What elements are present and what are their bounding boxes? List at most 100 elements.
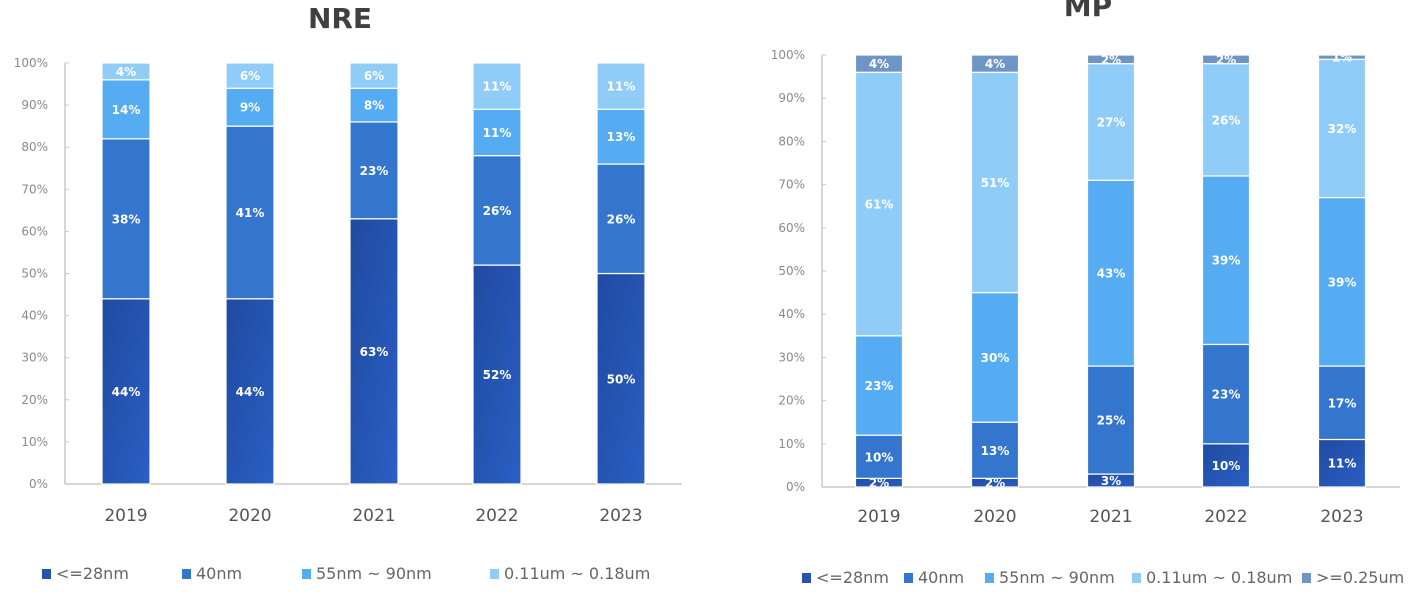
- nre-data-label: 6%: [240, 69, 260, 83]
- nre-data-label: 26%: [483, 204, 512, 218]
- mp-data-label: 30%: [981, 351, 1010, 365]
- nre-bar-segment: [472, 62, 522, 110]
- mp-x-tick-label: 2019: [857, 507, 900, 527]
- mp-y-tick-label: 0%: [786, 480, 805, 494]
- mp-bar-segment: [854, 71, 904, 337]
- mp-bar-segment: [1317, 54, 1367, 60]
- mp-bar-segment: [1201, 63, 1251, 177]
- nre-x-tick-label: 2020: [228, 506, 271, 526]
- mp-chart: MP 0% 10% 20% 30% 40% 50% 60% 70% 80% 90% 100% 2% 1…: [771, 0, 1404, 587]
- nre-y-tick-label: 40%: [21, 309, 48, 323]
- nre-data-label: 14%: [112, 103, 141, 117]
- mp-y-tick-label: 80%: [778, 134, 805, 148]
- nre-legend-swatch: [42, 569, 51, 579]
- mp-data-label: 11%: [1328, 457, 1357, 471]
- nre-bar-segment: [472, 108, 522, 157]
- mp-x-tick-label: 2021: [1089, 507, 1132, 527]
- mp-x-axis: 2019 2020 2021 2022 2023: [857, 507, 1363, 527]
- mp-data-label: 2%: [985, 476, 1005, 490]
- mp-bar-segment: [1086, 63, 1136, 181]
- mp-chart-title: MP: [1064, 0, 1112, 23]
- nre-chart-title: NRE: [308, 2, 372, 35]
- nre-x-tick-label: 2022: [475, 506, 518, 526]
- nre-data-label: 41%: [236, 206, 265, 220]
- nre-y-tick-label: 50%: [21, 267, 48, 281]
- nre-x-tick-label: 2023: [599, 506, 642, 526]
- nre-bar-segment: [596, 163, 646, 275]
- nre-bar-segment: [472, 264, 522, 485]
- nre-data-label: 44%: [112, 385, 141, 399]
- mp-bar-segment: [1201, 343, 1251, 445]
- nre-legend-item: 40nm: [182, 564, 242, 583]
- nre-bars: 44% 38% 14% 4% 44% 41% 9% 6% 63% 23% 8% 6% 52% 26% 11%…: [101, 62, 646, 485]
- nre-bar-segment: [101, 138, 151, 300]
- nre-bar-segment: [101, 298, 151, 485]
- nre-y-tick-label: 10%: [21, 435, 48, 449]
- nre-bar-segment: [472, 155, 522, 266]
- nre-legend-label: 55nm ~ 90nm: [316, 564, 432, 583]
- mp-data-label: 2%: [869, 476, 889, 490]
- mp-y-tick-label: 10%: [778, 437, 805, 451]
- nre-data-label: 44%: [236, 385, 265, 399]
- nre-y-tick-label: 90%: [21, 98, 48, 112]
- mp-bar-segment: [1086, 365, 1136, 475]
- nre-bar-segment: [349, 121, 399, 220]
- mp-data-label: 1%: [1332, 51, 1352, 65]
- mp-bar-segment: [970, 292, 1020, 423]
- mp-y-tick-label: 100%: [771, 48, 805, 62]
- nre-bar-segment: [225, 298, 275, 485]
- mp-data-label: 39%: [1328, 275, 1357, 289]
- mp-data-label: 25%: [1097, 414, 1126, 428]
- mp-data-label: 39%: [1212, 254, 1241, 268]
- mp-legend-label: 55nm ~ 90nm: [999, 568, 1115, 587]
- nre-bar-segment: [596, 62, 646, 110]
- mp-legend-swatch: [802, 573, 811, 583]
- nre-legend-label: 40nm: [196, 564, 242, 583]
- mp-bar-segment: [1201, 54, 1251, 65]
- nre-bar-segment: [225, 125, 275, 300]
- nre-data-label: 23%: [360, 164, 389, 178]
- nre-legend: <=28nm 40nm 55nm ~ 90nm 0.11um ~ 0.18um: [42, 564, 650, 583]
- nre-data-label: 50%: [607, 372, 636, 386]
- nre-legend-label: 0.11um ~ 0.18um: [504, 564, 650, 583]
- nre-bar-segment: [349, 218, 399, 485]
- nre-data-label: 8%: [364, 99, 384, 113]
- mp-bar-segment: [1086, 179, 1136, 367]
- nre-data-label: 63%: [360, 345, 389, 359]
- mp-bar-segment: [854, 335, 904, 436]
- nre-x-axis: 2019 2020 2021 2022 2023: [104, 506, 642, 526]
- mp-data-label: 23%: [865, 379, 894, 393]
- nre-bar-segment: [101, 79, 151, 140]
- mp-data-label: 27%: [1097, 115, 1126, 129]
- nre-data-label: 13%: [607, 130, 636, 144]
- mp-legend-swatch: [985, 573, 994, 583]
- mp-legend-label: >=0.25um: [1316, 568, 1404, 587]
- mp-data-label: 10%: [1212, 459, 1241, 473]
- nre-chart: NRE 0% 10% 20% 30% 40% 50% 60% 70% 80% 90% 100% 44…: [14, 2, 682, 583]
- mp-y-axis: 0% 10% 20% 30% 40% 50% 60% 70% 80% 90% 100%: [771, 48, 1400, 494]
- mp-bar-segment: [1201, 443, 1251, 488]
- mp-data-label: 61%: [865, 198, 894, 212]
- nre-x-tick-label: 2019: [104, 506, 147, 526]
- nre-y-tick-label: 0%: [29, 477, 48, 491]
- nre-y-tick-label: 100%: [14, 56, 48, 70]
- nre-data-label: 11%: [607, 80, 636, 94]
- mp-legend-item: 55nm ~ 90nm: [985, 568, 1115, 587]
- mp-bar-segment: [854, 434, 904, 479]
- mp-bars: 2% 10% 23% 61% 4% 2% 13% 30% 51% 4% 3% 25% 43% 27% 2% 1…: [854, 51, 1367, 490]
- mp-data-label: 4%: [869, 57, 889, 71]
- mp-data-label: 13%: [981, 444, 1010, 458]
- mp-data-label: 4%: [985, 57, 1005, 71]
- mp-bar-segment: [1086, 54, 1136, 65]
- mp-legend-swatch: [1132, 573, 1141, 583]
- nre-data-label: 26%: [607, 212, 636, 226]
- mp-x-tick-label: 2023: [1320, 507, 1363, 527]
- mp-legend-item: 40nm: [904, 568, 964, 587]
- mp-legend: <=28nm 40nm 55nm ~ 90nm 0.11um ~ 0.18um >=0.…: [802, 568, 1404, 587]
- nre-y-tick-label: 60%: [21, 224, 48, 238]
- nre-legend-item: 0.11um ~ 0.18um: [490, 564, 650, 583]
- mp-legend-label: <=28nm: [816, 568, 889, 587]
- mp-data-label: 10%: [865, 450, 894, 464]
- mp-data-label: 26%: [1212, 113, 1241, 127]
